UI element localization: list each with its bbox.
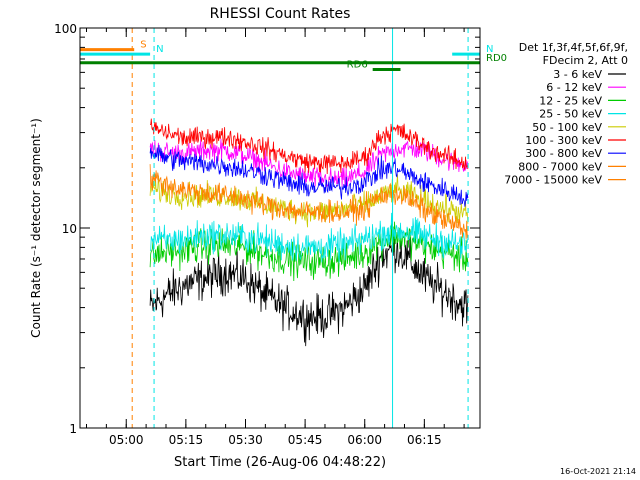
legend-entry-label: 100 - 300 keV — [525, 134, 602, 147]
footer-timestamp: 16-Oct-2021 21:14 — [560, 467, 636, 476]
series-line — [149, 221, 469, 282]
legend-entry-label: 12 - 25 keV — [539, 94, 602, 107]
y-tick-label: 100 — [54, 22, 77, 36]
chart-title: RHESSI Count Rates — [210, 6, 351, 22]
annotation-label: RD6 — [347, 60, 368, 71]
y-axis-label: Count Rate (s⁻¹ detector segment⁻¹) — [29, 118, 43, 338]
legend-entry-label: 25 - 50 keV — [539, 108, 602, 121]
annotation-label: RD0 — [486, 53, 507, 64]
x-tick-label: 06:15 — [407, 433, 442, 447]
series-line — [149, 233, 469, 347]
series-line — [149, 174, 469, 228]
series-line — [149, 138, 469, 188]
legend-entry-label: 800 - 7000 keV — [518, 160, 602, 173]
y-tick-label: 1 — [69, 422, 77, 436]
axes: 05:00 05:15 05:30 05:45 06:00 06:15 1 10 100 — [54, 22, 481, 447]
series-line — [149, 144, 469, 207]
annotation-label: N — [156, 44, 163, 55]
legend-entry-label: 300 - 800 keV — [525, 147, 602, 160]
legend-entry-label: 3 - 6 keV — [553, 68, 602, 81]
legend-header: FDecim 2, Att 0 — [543, 54, 628, 67]
annotation-label: S — [140, 40, 146, 51]
legend-header: Det 1f,3f,4f,5f,6f,9f, — [519, 41, 628, 54]
x-axis-label: Start Time (26-Aug-06 04:48:22) — [174, 455, 386, 470]
y-tick-label: 10 — [62, 222, 77, 236]
series-line — [149, 212, 469, 263]
legend: Det 1f,3f,4f,5f,6f,9f,FDecim 2, Att 03 -… — [504, 41, 628, 187]
legend-entry-label: 6 - 12 keV — [546, 81, 602, 94]
legend-entry-label: 50 - 100 keV — [532, 121, 602, 134]
x-tick-label: 05:30 — [228, 433, 263, 447]
legend-entry-label: 7000 - 15000 keV — [504, 174, 602, 187]
series-line — [149, 164, 469, 240]
series-line — [149, 118, 469, 175]
annotation-label: N — [486, 44, 493, 55]
x-tick-label: 05:15 — [169, 433, 204, 447]
x-tick-label: 06:00 — [347, 433, 382, 447]
x-tick-label: 05:45 — [288, 433, 323, 447]
x-tick-label: 05:00 — [109, 433, 144, 447]
